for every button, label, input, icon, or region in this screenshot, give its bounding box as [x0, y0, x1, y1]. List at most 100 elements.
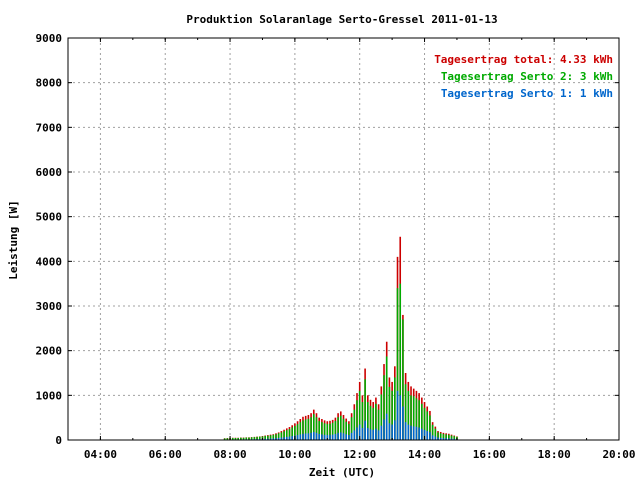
bar-serto-2: [348, 423, 350, 440]
bar-serto-2: [412, 396, 415, 440]
bar-serto-2: [258, 436, 261, 440]
bar-serto-2: [294, 425, 296, 440]
bar-serto-1: [391, 424, 393, 440]
legend-entry: Tagesertrag Serto 2: 3 kWh: [441, 70, 613, 83]
bar-serto-1: [380, 425, 383, 440]
bar-serto-1: [431, 435, 434, 440]
bar-serto-1: [434, 436, 437, 440]
bar-serto-2: [337, 417, 339, 440]
bar-serto-2: [280, 432, 283, 440]
x-tick-label: 08:00: [213, 448, 246, 461]
bar-serto-1: [394, 420, 396, 440]
bar-serto-1: [307, 433, 310, 440]
bar-serto-2: [453, 436, 456, 440]
bar-serto-1: [404, 422, 407, 440]
y-tick-label: 2000: [36, 345, 63, 358]
bar-serto-2: [291, 427, 293, 440]
bar-serto-1: [396, 390, 399, 440]
y-tick-label: 7000: [36, 121, 63, 134]
bar-serto-1: [426, 431, 429, 440]
bar-serto-2: [445, 434, 447, 440]
bar-serto-1: [267, 438, 269, 440]
bar-serto-1: [339, 432, 342, 440]
bar-serto-2: [226, 438, 229, 440]
bar-serto-2: [288, 429, 291, 440]
bar-serto-1: [448, 438, 450, 440]
bar-serto-1: [402, 406, 404, 440]
bar-serto-2: [380, 394, 383, 440]
bar-serto-1: [291, 436, 293, 440]
axes: 0 1000 2000 3000 4000 5000 6000 7000 8000 9000 04:…: [36, 32, 636, 461]
bar-serto-1: [269, 438, 272, 440]
bar-serto-2: [402, 319, 404, 440]
x-tick-label: 14:00: [408, 448, 441, 461]
bar-serto-2: [345, 421, 348, 440]
bar-serto-1: [285, 436, 288, 440]
bar-serto-1: [453, 438, 456, 440]
bar-serto-2: [394, 377, 396, 440]
bar-serto-2: [323, 423, 326, 440]
bar-serto-1: [304, 433, 307, 440]
bar-serto-1: [353, 430, 356, 440]
bar-serto-2: [342, 418, 345, 440]
bar-serto-1: [429, 432, 431, 440]
bar-serto-1: [367, 427, 369, 440]
bar-serto-1: [412, 426, 415, 440]
bar-serto-2: [275, 434, 277, 440]
bar-serto-1: [445, 438, 447, 440]
bar-serto-2: [339, 415, 342, 440]
bar-serto-1: [450, 438, 453, 440]
bar-serto-2: [248, 437, 250, 440]
bar-serto-2: [267, 435, 269, 440]
bar-serto-1: [277, 437, 280, 440]
bar-serto-2: [304, 419, 307, 440]
bar-serto-1: [296, 435, 299, 440]
y-tick-label: 6000: [36, 166, 63, 179]
bar-serto-1: [407, 424, 410, 440]
bar-serto-2: [448, 434, 450, 440]
bar-serto-1: [348, 434, 350, 440]
bar-serto-2: [326, 423, 329, 440]
bar-serto-1: [326, 435, 329, 440]
grid: [68, 38, 619, 440]
bar-serto-1: [337, 432, 339, 440]
bar-serto-1: [318, 433, 320, 440]
bar-serto-1: [288, 436, 291, 440]
bar-serto-2: [334, 421, 337, 440]
bar-serto-2: [421, 403, 423, 440]
bar-serto-2: [350, 417, 353, 440]
bar-serto-2: [310, 417, 312, 440]
bar-serto-2: [439, 433, 442, 440]
bar-serto-2: [331, 422, 334, 440]
bar-serto-2: [429, 415, 431, 440]
y-tick-label: 1000: [36, 389, 63, 402]
x-tick-label: 12:00: [343, 448, 376, 461]
bar-serto-2: [418, 400, 420, 440]
bar-serto-1: [377, 430, 380, 440]
bar-serto-1: [410, 425, 412, 440]
bar-serto-2: [415, 398, 418, 440]
bar-serto-2: [315, 417, 318, 440]
bar-serto-1: [315, 432, 318, 440]
bar-serto-2: [407, 390, 410, 440]
bar-serto-1: [388, 423, 391, 440]
bar-serto-1: [299, 434, 302, 440]
bar-serto-2: [264, 435, 266, 440]
bar-serto-1: [350, 432, 353, 440]
bar-serto-1: [280, 437, 283, 440]
bar-serto-1: [439, 437, 442, 440]
bar-serto-1: [283, 437, 285, 440]
bar-serto-1: [437, 437, 439, 440]
bar-serto-2: [442, 433, 445, 440]
bar-serto-2: [372, 407, 375, 440]
bar-serto-2: [234, 437, 237, 440]
bar-serto-2: [437, 432, 439, 440]
bar-serto-2: [450, 435, 453, 440]
bar-serto-2: [353, 409, 356, 440]
bar-serto-1: [442, 438, 445, 440]
bar-serto-1: [312, 431, 315, 440]
bar-serto-1: [345, 434, 348, 440]
